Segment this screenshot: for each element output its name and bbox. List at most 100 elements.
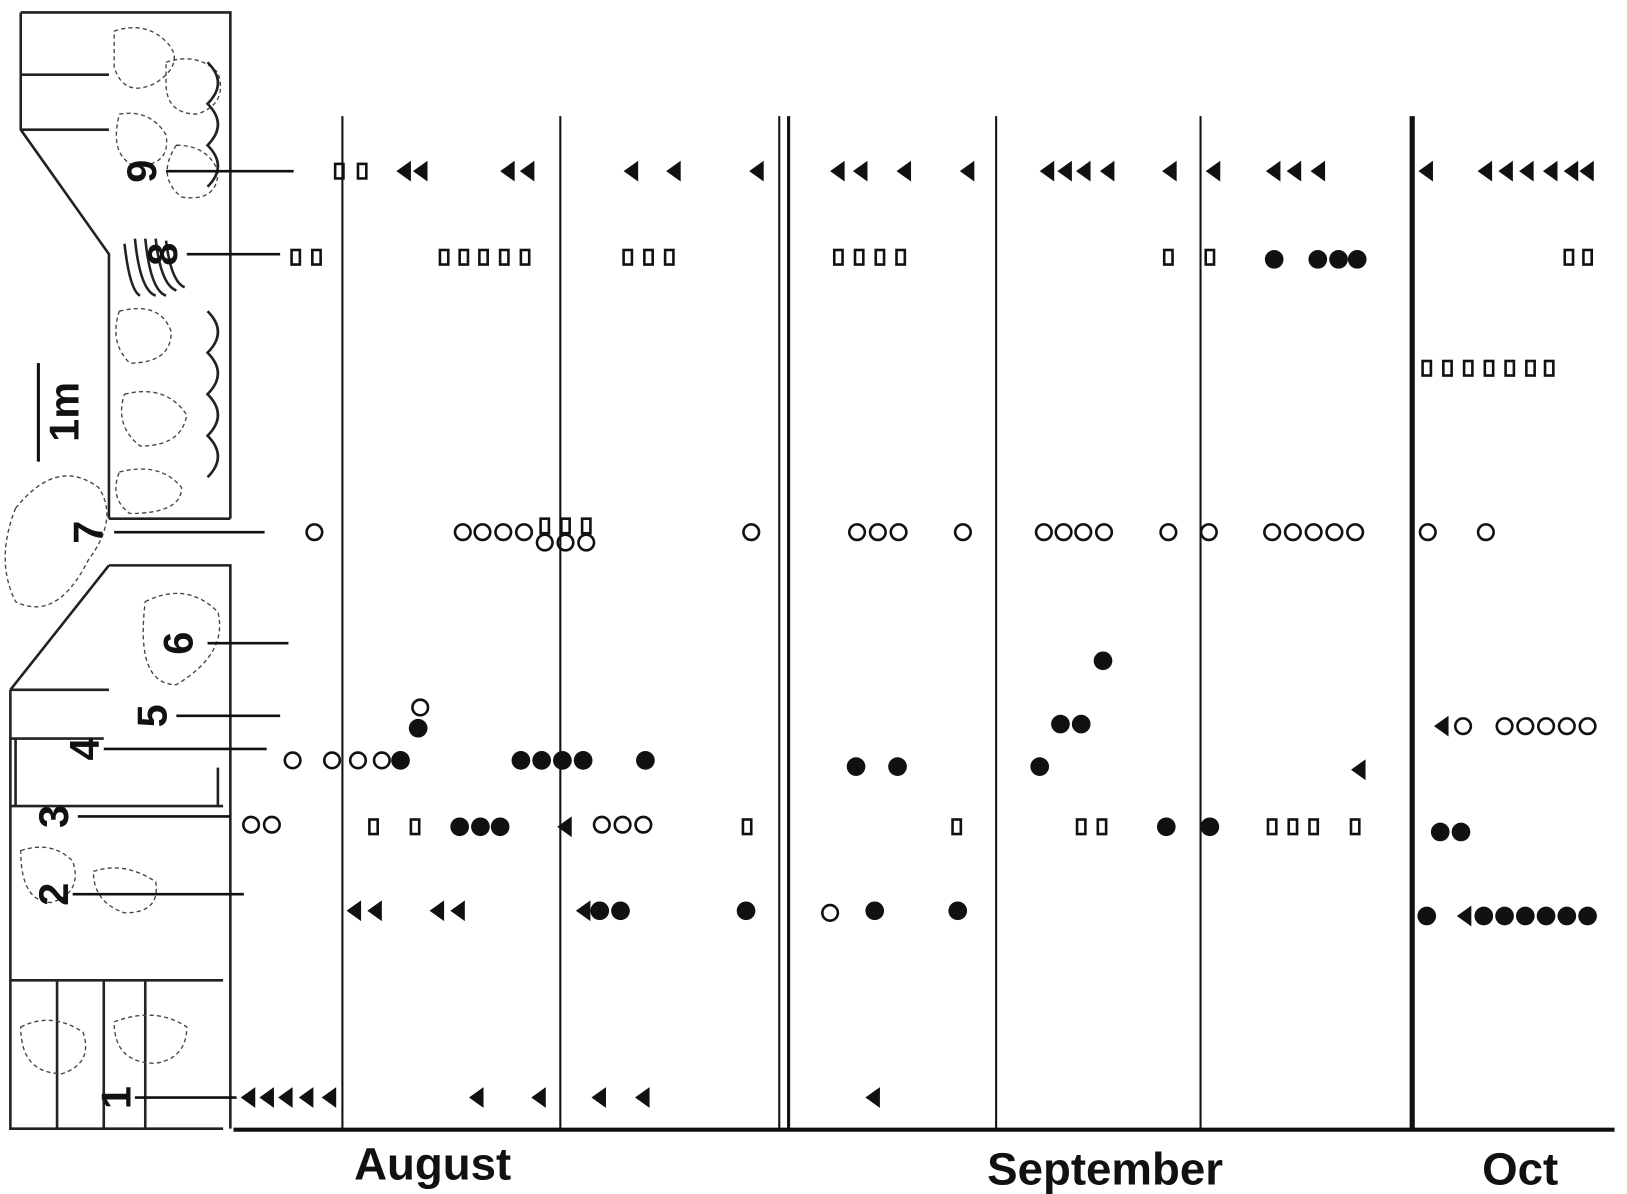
triangle-marker	[1265, 160, 1281, 182]
filled-circle-marker	[1071, 714, 1091, 734]
open-circle-marker	[372, 751, 391, 770]
filled-circle-marker	[1156, 817, 1176, 837]
triangle-marker	[469, 1087, 484, 1108]
triangle-marker	[1418, 160, 1433, 182]
site-label: 5	[129, 704, 176, 727]
triangle-marker	[519, 160, 535, 182]
open-circle-marker	[953, 523, 972, 542]
square-marker	[622, 248, 634, 266]
open-circle-marker	[348, 751, 368, 770]
filled-circle-marker	[1347, 250, 1367, 269]
filled-circle-marker	[1051, 714, 1070, 734]
open-circle-marker	[1325, 523, 1344, 542]
open-circle-marker	[283, 751, 302, 770]
triangle-marker	[1099, 160, 1115, 182]
triangle-marker	[429, 900, 445, 922]
triangle-marker	[298, 1087, 314, 1108]
square-marker	[539, 517, 551, 535]
triangle-marker	[1039, 160, 1055, 182]
triangle-marker	[450, 900, 465, 922]
filled-circle-marker	[511, 751, 531, 770]
filled-circle-marker	[532, 751, 551, 770]
open-circle-marker	[1304, 523, 1323, 542]
triangle-marker	[635, 1087, 650, 1108]
filled-circle-marker	[1417, 906, 1437, 926]
triangle-marker	[830, 160, 845, 182]
triangle-marker	[500, 160, 515, 182]
open-circle-marker	[494, 523, 513, 542]
square-marker	[951, 818, 963, 836]
filled-circle-marker	[948, 901, 968, 921]
open-circle-marker	[1578, 717, 1597, 736]
square-marker	[853, 248, 865, 266]
site-label: 8	[139, 243, 186, 266]
triangle-marker	[1456, 905, 1472, 927]
triangle-marker	[865, 1087, 880, 1108]
triangle-marker	[1310, 160, 1326, 182]
month-label: Oct	[1482, 1144, 1558, 1194]
square-marker	[1204, 248, 1216, 266]
open-circle-marker	[556, 533, 575, 552]
site-label: 9	[118, 160, 165, 183]
triangle-marker	[749, 160, 764, 182]
open-circle-marker	[1516, 717, 1535, 736]
open-circle-marker	[821, 903, 840, 922]
open-circle-marker	[742, 523, 761, 542]
triangle-marker	[412, 160, 428, 182]
open-circle-marker	[514, 523, 534, 542]
open-circle-marker	[1199, 523, 1218, 542]
filled-circle-marker	[1030, 757, 1050, 776]
square-marker	[1442, 359, 1453, 377]
square-marker	[438, 248, 450, 266]
filled-circle-marker	[590, 901, 610, 921]
square-marker	[368, 818, 379, 836]
filled-circle-marker	[553, 751, 572, 770]
site-label: 6	[155, 632, 202, 655]
open-circle-marker	[1094, 523, 1114, 542]
triangle-marker	[852, 160, 868, 182]
observations	[240, 160, 1597, 1108]
triangle-marker	[1542, 160, 1558, 182]
square-marker	[311, 248, 322, 266]
square-marker	[1563, 248, 1575, 266]
filled-circle-marker	[408, 718, 428, 738]
square-marker	[356, 162, 368, 180]
square-marker	[290, 248, 302, 266]
triangle-marker	[959, 160, 975, 182]
filled-circle-marker	[573, 751, 593, 770]
open-circle-marker	[1074, 523, 1093, 542]
open-circle-marker	[1453, 717, 1473, 736]
open-circle-marker	[453, 523, 472, 542]
open-circle-marker	[411, 698, 430, 717]
open-circle-marker	[305, 523, 324, 542]
triangle-marker	[321, 1087, 337, 1108]
site-label: 1	[92, 1086, 139, 1109]
filled-circle-marker	[490, 817, 510, 837]
filled-circle-marker	[846, 757, 866, 776]
open-circle-marker	[1034, 523, 1053, 542]
triangle-marker	[666, 160, 681, 182]
square-marker	[409, 818, 421, 836]
filled-circle-marker	[888, 757, 907, 776]
open-circle-marker	[613, 815, 632, 834]
filled-circle-marker	[1264, 250, 1284, 269]
triangle-marker	[1477, 160, 1493, 182]
open-circle-marker	[868, 523, 887, 542]
open-circle-marker	[1263, 523, 1282, 542]
triangle-marker	[1434, 715, 1449, 737]
square-marker	[1421, 359, 1433, 377]
open-circle-marker	[535, 533, 554, 552]
open-circle-marker	[242, 815, 261, 834]
filled-circle-marker	[1474, 906, 1494, 926]
triangle-marker	[367, 900, 382, 922]
filled-circle-marker	[636, 751, 655, 770]
triangle-marker	[557, 816, 572, 838]
site-label: 3	[30, 805, 77, 828]
open-circle-marker	[1346, 523, 1365, 542]
square-marker	[1162, 248, 1174, 266]
filled-circle-marker	[450, 817, 470, 837]
triangle-marker	[278, 1087, 293, 1108]
month-label: August	[354, 1138, 511, 1189]
triangle-marker	[575, 900, 591, 922]
open-circle-marker	[577, 533, 596, 552]
